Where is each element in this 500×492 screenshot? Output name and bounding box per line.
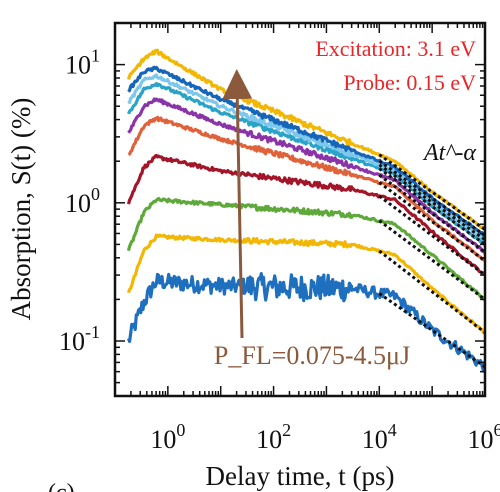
x-tick-label: 106 (468, 420, 500, 454)
series-line (126, 48, 485, 231)
fit-line (378, 173, 485, 254)
fit-line (378, 167, 485, 246)
series-line (127, 97, 485, 255)
fit-line (378, 219, 485, 301)
pump-power-annotation: P_FL=0.075-4.5μJ (214, 341, 410, 370)
fit-line (378, 249, 485, 334)
x-tick-label: 104 (362, 420, 397, 454)
fit-layer (378, 153, 485, 369)
fit-line (378, 194, 485, 277)
fit-line (378, 181, 485, 263)
plot-area (126, 48, 485, 373)
series-line (127, 115, 485, 262)
series-line (126, 272, 485, 373)
fit-line (378, 163, 485, 242)
pump-power-arrow (222, 69, 253, 339)
x-tick-labels: 100 102 104 106 (150, 420, 500, 454)
ticks-layer (114, 22, 486, 397)
y-axis-title: Absorption, S(t) (%) (6, 98, 36, 321)
series-line (126, 233, 485, 335)
y-tick-label: 101 (65, 46, 100, 80)
y-tick-labels: 10-1 100 101 (59, 46, 100, 356)
y-tick-label: 100 (65, 184, 100, 218)
x-tick-label: 102 (256, 420, 291, 454)
panel-tag: (c) (48, 480, 75, 492)
series-line (127, 65, 485, 237)
fit-line (378, 153, 485, 231)
x-axis-title: Delay time, t (ps) (206, 461, 395, 491)
x-tick-label: 100 (150, 420, 185, 454)
y-tick-label: 10-1 (59, 322, 100, 356)
probe-annotation: Probe: 0.15 eV (343, 70, 476, 95)
excitation-annotation: Excitation: 3.1 eV (315, 36, 476, 61)
series-line (126, 196, 485, 302)
series-line (126, 153, 485, 276)
series-line (127, 73, 485, 242)
series-layer (126, 48, 485, 373)
fit-model-annotation: At^-α (422, 140, 476, 166)
